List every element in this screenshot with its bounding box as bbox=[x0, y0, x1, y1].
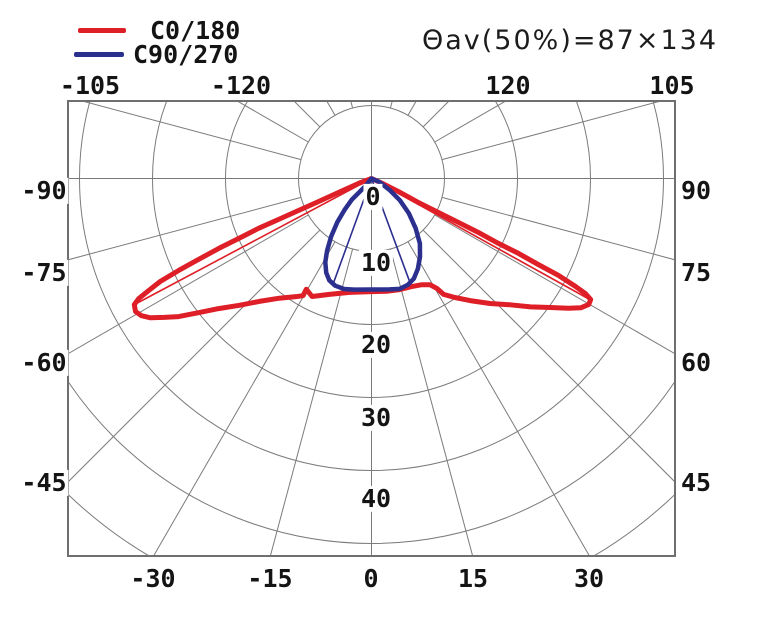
angle-axis-label: 105 bbox=[647, 70, 697, 100]
angle-axis-label: 120 bbox=[483, 70, 533, 100]
legend-label-c0-180: C0/180 bbox=[150, 16, 241, 45]
angle-axis-label: -105 bbox=[57, 70, 123, 100]
angle-axis-label: 45 bbox=[678, 467, 714, 497]
angle-axis-label: -90 bbox=[19, 175, 69, 205]
angle-axis-label: -60 bbox=[19, 347, 69, 377]
angle-axis-label: 90 bbox=[678, 175, 714, 205]
radial-axis-label: 30 bbox=[358, 402, 394, 432]
legend-swatch-c90-270 bbox=[74, 52, 124, 57]
angle-axis-label: -120 bbox=[208, 70, 274, 100]
angle-axis-label: -75 bbox=[19, 257, 69, 287]
radial-axis-label: 20 bbox=[358, 329, 394, 359]
angle-axis-label: 0 bbox=[361, 563, 381, 593]
angle-axis-label: -45 bbox=[19, 467, 69, 497]
beam-angle-annotation: Θav(50%)=87×134 bbox=[422, 25, 718, 56]
angle-axis-label: 60 bbox=[678, 347, 714, 377]
angle-axis-label: 30 bbox=[571, 563, 607, 593]
angle-axis-label: 15 bbox=[455, 563, 491, 593]
angle-axis-label: -30 bbox=[128, 563, 178, 593]
radial-axis-label: 10 bbox=[358, 247, 394, 277]
radial-axis-label: 40 bbox=[358, 483, 394, 513]
angle-axis-label: 75 bbox=[678, 257, 714, 287]
radial-axis-label: 0 bbox=[363, 181, 383, 211]
legend-label-c90-270: C90/270 bbox=[133, 40, 239, 69]
angle-axis-label: -15 bbox=[245, 563, 295, 593]
legend-swatch-c0-180 bbox=[78, 28, 126, 33]
